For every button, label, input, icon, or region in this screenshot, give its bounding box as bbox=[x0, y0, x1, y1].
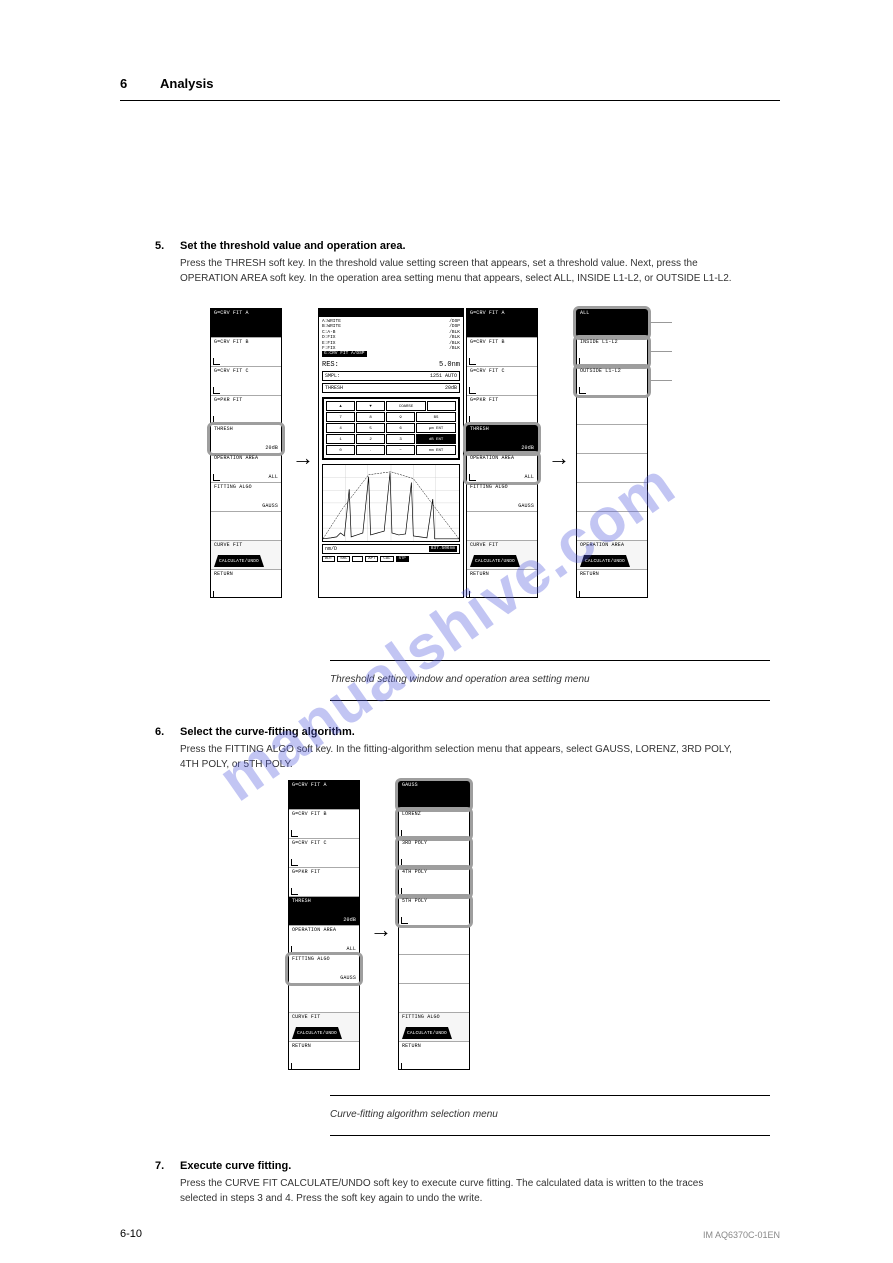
step6-body: Press the FITTING ALGO soft key. In the … bbox=[180, 742, 740, 772]
softkey[interactable]: G=CRV FIT B bbox=[211, 338, 281, 367]
softkey[interactable]: 3RD POLY bbox=[399, 839, 469, 868]
softkey[interactable]: G=CRV FIT B bbox=[289, 810, 359, 839]
softkey[interactable] bbox=[211, 512, 281, 541]
softkey[interactable]: THRESH20dB bbox=[289, 897, 359, 926]
softkey[interactable]: CURVE FITCALCULATE/UNDO bbox=[467, 541, 537, 570]
softkey[interactable]: FITTING ALGOCALCULATE/UNDO bbox=[399, 1013, 469, 1042]
softkey[interactable] bbox=[289, 984, 359, 1013]
softkey[interactable]: G=PKR FIT bbox=[289, 868, 359, 897]
header-rule bbox=[120, 100, 780, 101]
softkey[interactable]: RETURN bbox=[289, 1042, 359, 1071]
softkey[interactable]: FITTING ALGOGAUSS bbox=[467, 483, 537, 512]
step5-title: Set the threshold value and operation ar… bbox=[180, 240, 406, 252]
softkey[interactable]: OPERATION AREAALL bbox=[467, 454, 537, 483]
softkey[interactable] bbox=[577, 454, 647, 483]
softkey[interactable]: RETURN bbox=[467, 570, 537, 599]
softkey[interactable]: OUTSIDE L1-L2 bbox=[577, 367, 647, 396]
step5-number: 5. bbox=[155, 240, 164, 252]
keypad: ▲▼COARSE 789BS 456µm ENT 123dB ENT 0.−nm… bbox=[322, 397, 460, 460]
fig2-menu-col1: G=CRV FIT AG=CRV FIT BG=CRV FIT CG=PKR F… bbox=[288, 780, 360, 1070]
softkey[interactable] bbox=[577, 512, 647, 541]
softkey[interactable]: G=PKR FIT bbox=[211, 396, 281, 425]
spectrum-plot bbox=[322, 464, 460, 542]
trace-list: A:WRITE/DSP B:WRITE/DSP C:A-B/BLK D:FIX/… bbox=[319, 317, 463, 359]
softkey[interactable]: G=CRV FIT C bbox=[211, 367, 281, 396]
fig1-rule-top bbox=[330, 660, 770, 661]
step7-body: Press the CURVE FIT CALCULATE/UNDO soft … bbox=[180, 1176, 740, 1206]
softkey[interactable]: 4TH POLY bbox=[399, 868, 469, 897]
softkey[interactable]: G=CRV FIT A bbox=[289, 781, 359, 810]
softkey[interactable]: THRESH20dB bbox=[467, 425, 537, 454]
screen-footer: AUT SRC APT CAL STP bbox=[322, 556, 460, 562]
softkey[interactable]: FITTING ALGOGAUSS bbox=[211, 483, 281, 512]
softkey[interactable] bbox=[467, 512, 537, 541]
softkey[interactable]: RETURN bbox=[211, 570, 281, 599]
softkey[interactable]: G=CRV FIT C bbox=[289, 839, 359, 868]
step7-title: Execute curve fitting. bbox=[180, 1160, 291, 1172]
fig2-caption: Curve-fitting algorithm selection menu bbox=[330, 1107, 498, 1122]
softkey[interactable]: 5TH POLY bbox=[399, 897, 469, 926]
softkey[interactable]: CURVE FITCALCULATE/UNDO bbox=[289, 1013, 359, 1042]
step6-title: Select the curve-fitting algorithm. bbox=[180, 726, 355, 738]
softkey[interactable]: G=PKR FIT bbox=[467, 396, 537, 425]
model-code: IM AQ6370C-01EN bbox=[703, 1230, 780, 1240]
res-label: RES: bbox=[322, 361, 339, 369]
softkey[interactable]: OPERATION AREACALCULATE/UNDO bbox=[577, 541, 647, 570]
softkey[interactable]: OPERATION AREAALL bbox=[289, 926, 359, 955]
fig1-screen: A:WRITE/DSP B:WRITE/DSP C:A-B/BLK D:FIX/… bbox=[318, 308, 464, 598]
page-number: 6-10 bbox=[120, 1228, 142, 1240]
softkey[interactable]: LORENZ bbox=[399, 810, 469, 839]
softkey[interactable]: G=CRV FIT B bbox=[467, 338, 537, 367]
chapter-title: Analysis bbox=[160, 76, 213, 91]
softkey[interactable]: INSIDE L1-L2 bbox=[577, 338, 647, 367]
fig2-rule-bot bbox=[330, 1135, 770, 1136]
step7-number: 7. bbox=[155, 1160, 164, 1172]
softkey[interactable]: CURVE FITCALCULATE/UNDO bbox=[211, 541, 281, 570]
span-value: 5.0nm bbox=[439, 361, 460, 369]
softkey[interactable] bbox=[399, 926, 469, 955]
softkey[interactable]: GAUSS bbox=[399, 781, 469, 810]
arrow-icon: → bbox=[548, 445, 570, 471]
fig2-rule-top bbox=[330, 1095, 770, 1096]
softkey[interactable]: G=CRV FIT A bbox=[467, 309, 537, 338]
softkey[interactable]: ALL bbox=[577, 309, 647, 338]
softkey[interactable]: OPERATION AREAALL bbox=[211, 454, 281, 483]
softkey[interactable]: G=CRV FIT C bbox=[467, 367, 537, 396]
softkey[interactable] bbox=[577, 483, 647, 512]
fig1-caption: Threshold setting window and operation a… bbox=[330, 672, 590, 687]
softkey[interactable]: RETURN bbox=[577, 570, 647, 599]
fig1-menu-col2: G=CRV FIT AG=CRV FIT BG=CRV FIT CG=PKR F… bbox=[466, 308, 538, 598]
fig1-menu-col3: ALLINSIDE L1-L2OUTSIDE L1-L2 OPERATION AR… bbox=[576, 308, 648, 598]
chapter-number: 6 bbox=[120, 76, 127, 91]
step5-body: Press the THRESH soft key. In the thresh… bbox=[180, 256, 740, 286]
softkey[interactable]: FITTING ALGOGAUSS bbox=[289, 955, 359, 984]
softkey[interactable] bbox=[399, 984, 469, 1013]
softkey[interactable]: G=CRV FIT A bbox=[211, 309, 281, 338]
fig2-menu-col2: GAUSSLORENZ3RD POLY4TH POLY5TH POLY FITTI… bbox=[398, 780, 470, 1070]
softkey[interactable]: RETURN bbox=[399, 1042, 469, 1071]
arrow-icon: → bbox=[370, 917, 392, 943]
softkey[interactable] bbox=[577, 425, 647, 454]
step6-number: 6. bbox=[155, 726, 164, 738]
softkey[interactable] bbox=[399, 955, 469, 984]
softkey[interactable] bbox=[577, 396, 647, 425]
fig1-rule-bot bbox=[330, 700, 770, 701]
page: 6 Analysis 5. Set the threshold value an… bbox=[0, 0, 893, 1263]
softkey[interactable]: THRESH20dB bbox=[211, 425, 281, 454]
fig1-menu-col1: G=CRV FIT AG=CRV FIT BG=CRV FIT CG=PKR F… bbox=[210, 308, 282, 598]
arrow-icon: → bbox=[292, 445, 314, 471]
